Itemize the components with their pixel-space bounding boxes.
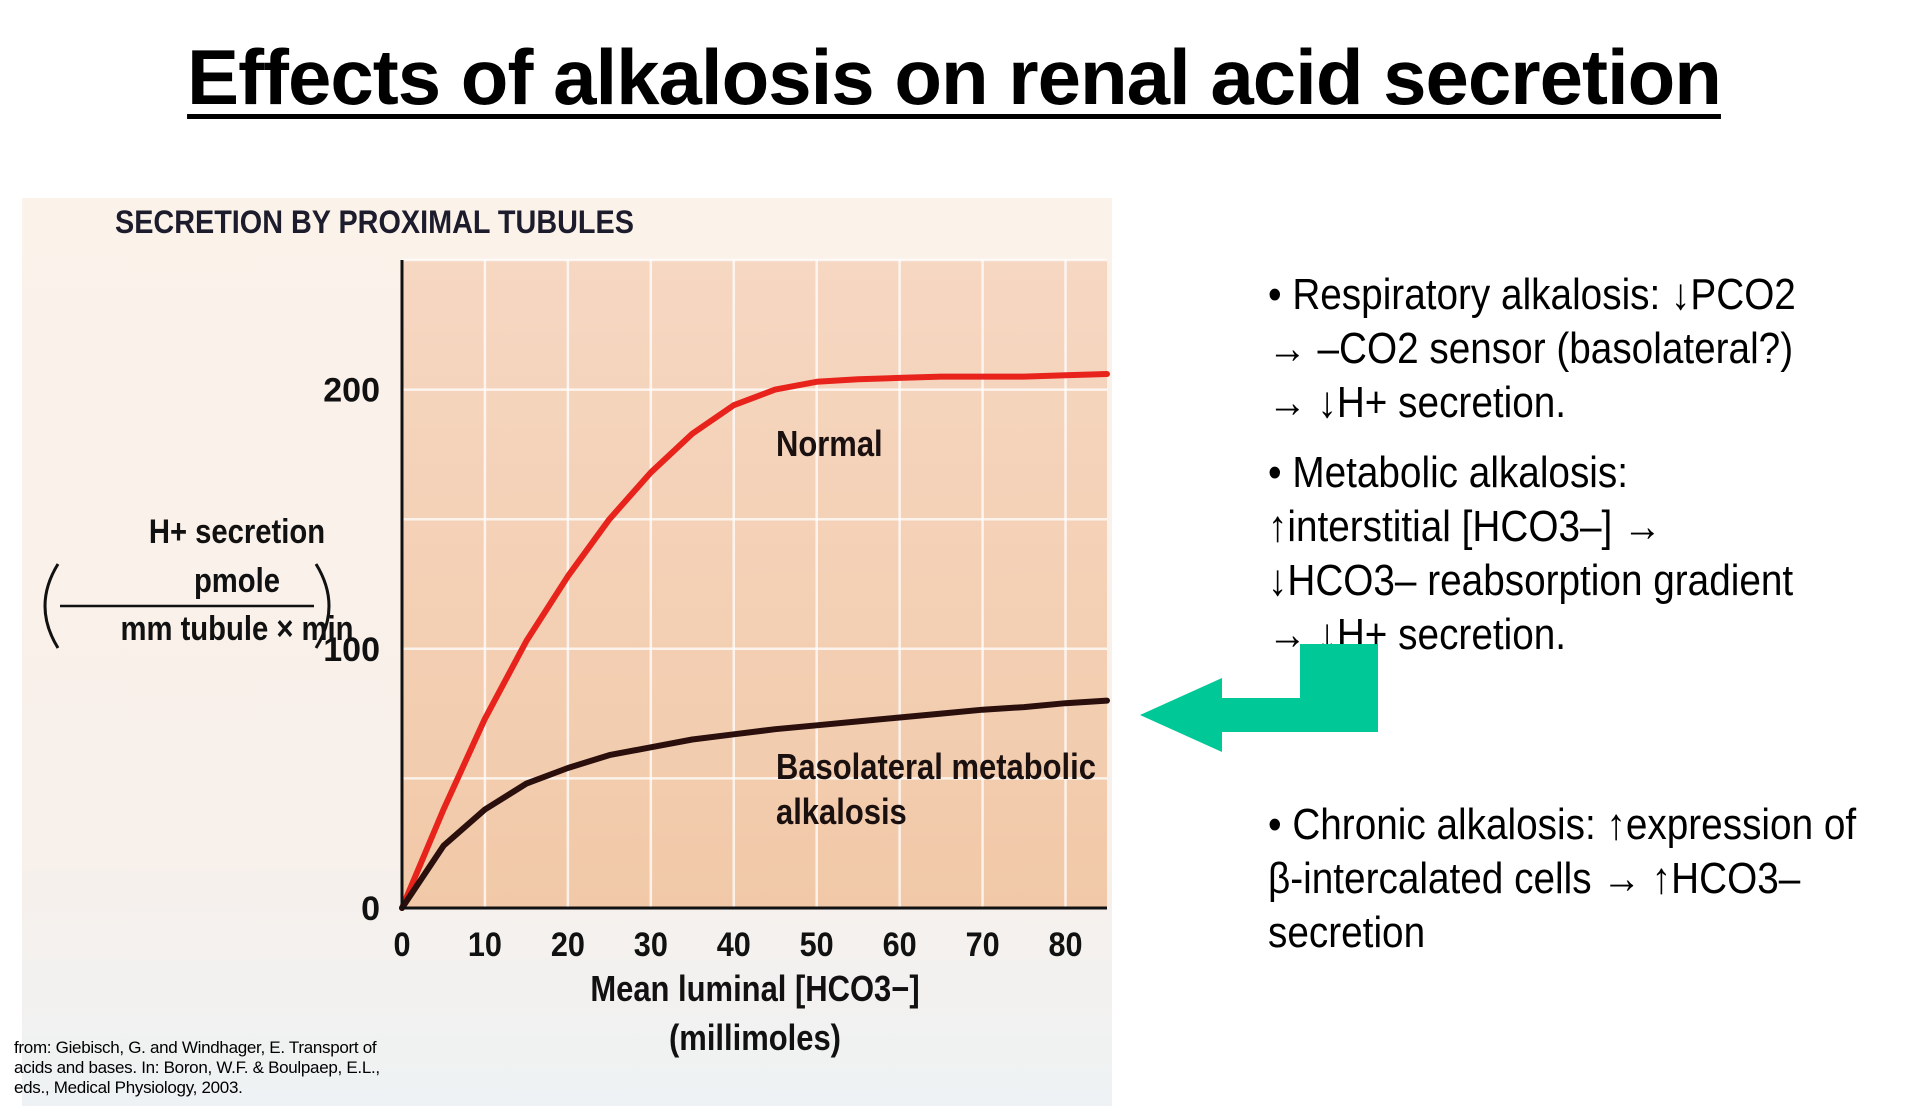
series-line-normal (399, 371, 1110, 911)
x-tick-label: 40 (717, 926, 751, 964)
bullet-metabolic-alkalosis: • Metabolic alkalosis: ↑interstitial [HC… (1268, 448, 1794, 659)
left-arrow-icon (1140, 644, 1378, 752)
series-line-basolateral-metabolic-alkalosis (399, 697, 1110, 911)
y-tick-label: 100 (323, 631, 380, 669)
x-axis-unit: (millimoles) (669, 1019, 841, 1059)
bullet-chronic-alkalosis: • Chronic alkalosis: ↑expression of β-in… (1268, 800, 1857, 957)
x-tick-label: 10 (468, 926, 502, 964)
citation: from: Giebisch, G. and Windhager, E. Tra… (14, 1038, 380, 1097)
line-chart: 0 10 20 30 40 50 60 70 80 0 100 200 SECRETION BY PRO… (43, 205, 1110, 1059)
left-paren (43, 563, 60, 649)
x-axis-label: Mean luminal [HCO3−] (590, 970, 919, 1010)
series-label-basolateral-line2: alkalosis (776, 793, 907, 833)
x-tick-label: 70 (966, 926, 1000, 964)
bullet-list: • Respiratory alkalosis: ↓PCO2 → –CO2 se… (1268, 268, 1856, 957)
right-paren (314, 563, 331, 649)
series-label-basolateral: Basolateral metabolic (776, 748, 1096, 788)
y-tick-label: 200 (323, 372, 380, 410)
series-label-normal: Normal (776, 425, 883, 465)
chart-title: SECRETION BY PROXIMAL TUBULES (115, 205, 634, 241)
x-tick-label: 30 (634, 926, 668, 964)
x-tick-label: 50 (800, 926, 834, 964)
y-axis-unit-denominator: mm tubule × min (121, 609, 354, 648)
y-tick-label: 0 (361, 890, 380, 928)
slide-title: Effects of alkalosis on renal acid secre… (0, 32, 1908, 123)
figure-panel: 0 10 20 30 40 50 60 70 80 0 100 200 SECRETION BY PRO… (22, 198, 1112, 1106)
y-axis-unit-numerator: pmole (194, 561, 280, 600)
slide-title-text: Effects of alkalosis on renal acid secre… (187, 33, 1722, 121)
x-tick-label: 80 (1049, 926, 1083, 964)
x-tick-label: 20 (551, 926, 585, 964)
x-tick-label: 0 (393, 926, 410, 964)
plot-area (402, 260, 1107, 908)
bullet-respiratory-alkalosis: • Respiratory alkalosis: ↓PCO2 → –CO2 se… (1268, 270, 1796, 427)
y-axis-label: H+ secretion (149, 512, 325, 551)
x-tick-label: 60 (883, 926, 917, 964)
